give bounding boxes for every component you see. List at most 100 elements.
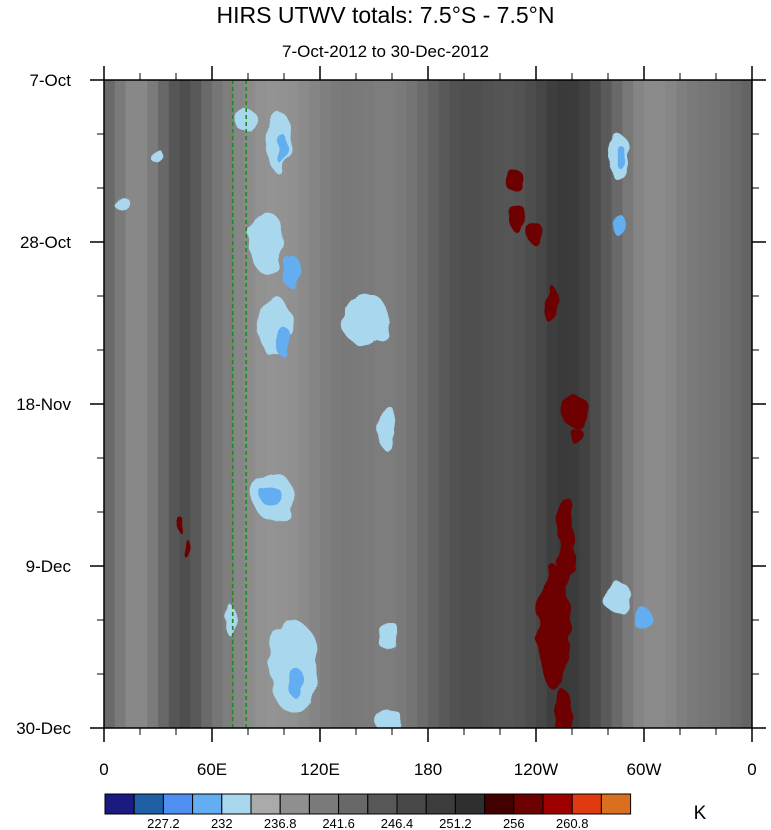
field-blob (509, 204, 527, 233)
field-band (190, 80, 202, 728)
field-band (266, 80, 278, 728)
colorbar-label: 251.2 (439, 816, 472, 830)
field-band (395, 80, 407, 728)
field-band (676, 80, 688, 728)
field-band (654, 80, 667, 728)
field-blob (377, 620, 400, 651)
y-tick-label: 7-Oct (29, 71, 71, 90)
y-tick-label: 30-Dec (16, 719, 71, 738)
colorbar-box (454, 793, 486, 815)
field-band (309, 80, 321, 728)
field-band (449, 80, 461, 728)
field-band (255, 80, 267, 728)
field-blob (615, 215, 626, 239)
field-band (611, 80, 623, 728)
x-axis: 0 60E 120E 180 120W 60W 0 (99, 66, 757, 779)
field-blob (554, 689, 572, 728)
colorbar-label: 232 (211, 816, 233, 830)
field-bands (104, 80, 752, 728)
colorbar-box (308, 793, 340, 815)
field-band (384, 80, 397, 728)
field-blob (635, 608, 653, 632)
y-axis: 7-Oct 28-Oct 18-Nov 9-Dec 30-Dec (16, 71, 766, 738)
field-band (536, 80, 548, 728)
field-band (276, 80, 289, 728)
colorbar-box (162, 793, 194, 815)
x-tick-label: 60E (197, 760, 227, 779)
field-band (147, 80, 159, 728)
colorbar-box (221, 793, 252, 815)
colorbar-box (484, 793, 515, 815)
field-blob (557, 496, 576, 590)
field-blob (276, 134, 288, 165)
field-band (633, 80, 645, 728)
field-band (428, 80, 440, 728)
colorbar-box (133, 793, 164, 815)
field-band (244, 80, 256, 728)
field-band (460, 80, 472, 728)
field-band (233, 80, 245, 728)
colorbar-box (192, 793, 223, 815)
field-band (514, 80, 526, 728)
colorbar-units: K (694, 803, 707, 824)
colorbar-label: 227.2 (147, 816, 180, 830)
colorbar-box (396, 793, 427, 815)
colorbar-box (338, 793, 369, 815)
field-band (212, 80, 224, 728)
reference-lines (231, 80, 247, 728)
field-band (698, 80, 710, 728)
field-band (363, 80, 375, 728)
field-blob (536, 566, 572, 690)
field-band (665, 80, 677, 728)
field-band (644, 80, 656, 728)
field-band (719, 80, 731, 728)
x-tick-label: 60W (627, 760, 662, 779)
colorbar: 227.2 232 236.8 241.6 246.4 251.2 256 260.8 K (104, 793, 707, 830)
field-blob (224, 604, 236, 636)
colorbar-label: 236.8 (264, 816, 297, 830)
field-band (546, 80, 559, 728)
colorbar-box (571, 793, 602, 815)
field-blob (179, 519, 187, 536)
field-blob (282, 257, 304, 289)
field-band (406, 80, 418, 728)
field-band (492, 80, 505, 728)
field-band (158, 80, 170, 728)
field-band (352, 80, 364, 728)
field-blob (152, 149, 164, 165)
y-tick-label: 9-Dec (26, 557, 72, 576)
field-band (741, 80, 752, 728)
y-tick-label: 28-Oct (20, 233, 71, 252)
field-band (374, 80, 386, 728)
field-blob (233, 107, 256, 131)
colorbar-box (600, 793, 632, 815)
field-blob (568, 427, 583, 443)
colorbar-label: 246.4 (381, 816, 414, 830)
field-blob (267, 620, 319, 713)
colorbar-box (513, 793, 544, 815)
field-band (503, 80, 515, 728)
colorbar-box (279, 793, 310, 815)
plot-area (104, 80, 752, 728)
field-band (136, 80, 148, 728)
field-band (438, 80, 451, 728)
field-blob (602, 581, 632, 613)
colorbar-label: 241.6 (322, 816, 355, 830)
field-blob (276, 326, 292, 358)
x-tick-label: 180 (414, 760, 442, 779)
field-blob (528, 222, 544, 246)
colorbar-box (542, 793, 573, 815)
field-band (590, 80, 602, 728)
field-blob (185, 541, 193, 560)
field-band (708, 80, 721, 728)
field-band (341, 80, 353, 728)
field-blob (341, 292, 389, 347)
field-band (320, 80, 332, 728)
field-anomalies (114, 107, 653, 728)
colorbar-box (425, 793, 456, 815)
field-blob (615, 145, 626, 169)
field-band (730, 80, 742, 728)
field-band (687, 80, 699, 728)
field-band (125, 80, 137, 728)
x-tick-label: 120W (514, 760, 558, 779)
